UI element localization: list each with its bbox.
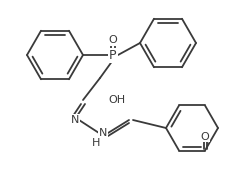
Text: O: O [109, 35, 117, 45]
Text: H: H [92, 138, 100, 148]
Text: P: P [109, 49, 117, 62]
Text: OH: OH [108, 95, 125, 105]
Text: O: O [201, 132, 209, 142]
Text: N: N [71, 115, 79, 125]
Text: N: N [99, 128, 107, 138]
